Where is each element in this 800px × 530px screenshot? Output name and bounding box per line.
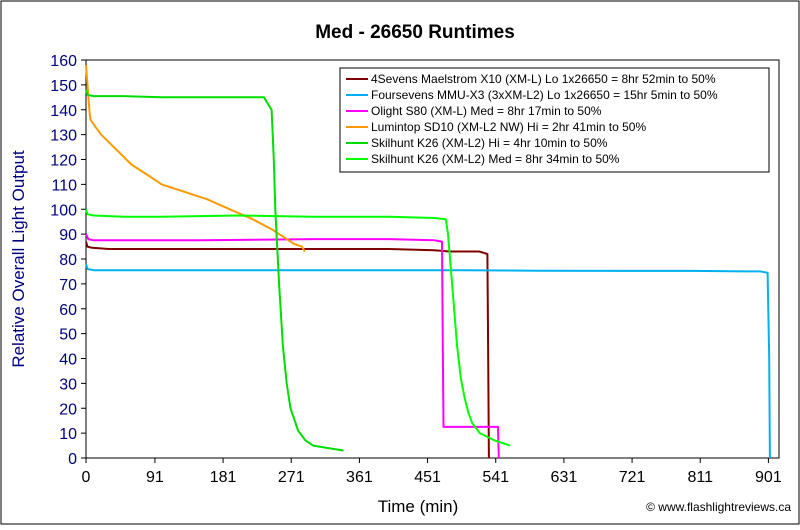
- y-tick-label-50: 50: [59, 327, 77, 344]
- series-line-4: [85, 64, 306, 253]
- legend-label-2: Foursevens MMU-X3 (3xXM-L2) Lo 1x26650 =…: [371, 88, 718, 102]
- y-tick-label-60: 60: [59, 302, 77, 319]
- x-axis: 0 91 181 271 361 451 541 631 721 811 901: [82, 458, 782, 486]
- legend-label-5: Skilhunt K26 (XM-L2) Hi = 4hr 10min to 5…: [371, 136, 608, 150]
- x-tick-label-181: 181: [210, 469, 237, 486]
- x-tick-label-361: 361: [346, 469, 373, 486]
- series-line-1: [85, 241, 490, 459]
- y-tick-label-30: 30: [59, 376, 77, 393]
- x-tick-label-901: 901: [755, 469, 782, 486]
- x-axis-label: Time (min): [378, 497, 459, 516]
- credit-text: © www.flashlightreviews.ca: [646, 500, 791, 514]
- legend-box: [339, 67, 770, 173]
- x-tick-label-541: 541: [482, 469, 509, 486]
- x-tick-label-451: 451: [414, 469, 441, 486]
- series-line-3: [85, 233, 500, 459]
- series-layer: [85, 64, 771, 459]
- x-tick-label-721: 721: [619, 469, 646, 486]
- y-tick-label-100: 100: [50, 202, 77, 219]
- y-axis: 0 10 20 30 40 50 60 70 80 90 100 110 120 130 140 150 160: [50, 53, 86, 468]
- x-tick-label-91: 91: [146, 469, 164, 486]
- y-tick-label-80: 80: [59, 252, 77, 269]
- legend-label-1: 4Sevens Maelstrom X10 (XM-L) Lo 1x26650 …: [371, 72, 716, 86]
- y-tick-label-90: 90: [59, 227, 77, 244]
- series-line-5: [85, 89, 344, 452]
- legend-label-3: Olight S80 (XM-L) Med = 8hr 17min to 50%: [371, 104, 602, 118]
- y-tick-label-20: 20: [59, 401, 77, 418]
- y-tick-label-160: 160: [50, 53, 77, 70]
- chart-title: Med - 26650 Runtimes: [315, 22, 515, 43]
- legend-label-4: Lumintop SD10 (XM-L2 NW) Hi = 2hr 41min …: [371, 120, 646, 134]
- legend-label-6: Skilhunt K26 (XM-L2) Med = 8hr 34min to …: [371, 152, 620, 166]
- y-tick-label-70: 70: [59, 277, 77, 294]
- legend: 4Sevens Maelstrom X10 (XM-L) Lo 1x26650 …: [339, 67, 770, 173]
- y-tick-label-150: 150: [50, 78, 77, 95]
- y-tick-label-40: 40: [59, 352, 77, 369]
- y-tick-label-110: 110: [51, 177, 77, 194]
- x-tick-label-631: 631: [551, 469, 578, 486]
- y-tick-label-10: 10: [59, 426, 77, 443]
- x-tick-label-811: 811: [687, 469, 713, 486]
- y-tick-label-120: 120: [50, 153, 77, 170]
- y-tick-label-0: 0: [68, 451, 77, 468]
- y-tick-label-130: 130: [50, 128, 77, 145]
- x-tick-label-0: 0: [82, 469, 91, 486]
- series-line-2: [85, 263, 771, 459]
- x-tick-label-271: 271: [278, 469, 305, 486]
- y-axis-label: Relative Overall Light Output: [9, 150, 28, 368]
- y-tick-label-140: 140: [50, 103, 77, 120]
- series-line-6: [85, 209, 511, 447]
